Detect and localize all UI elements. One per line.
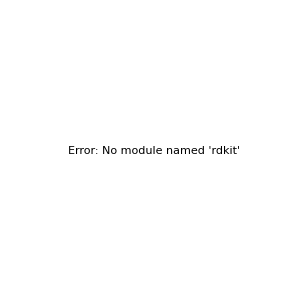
Text: Error: No module named 'rdkit': Error: No module named 'rdkit' xyxy=(68,146,240,157)
